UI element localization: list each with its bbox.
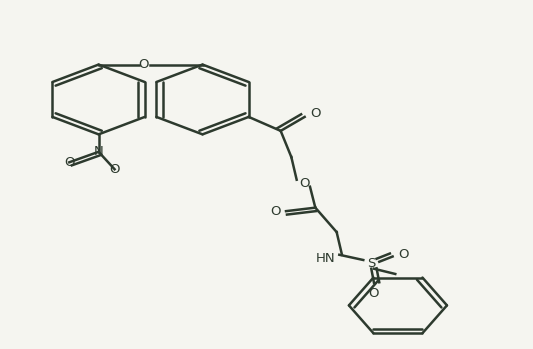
Text: N: N <box>94 145 103 158</box>
Text: HN: HN <box>316 252 336 265</box>
Text: O: O <box>369 287 379 300</box>
Text: S: S <box>367 257 375 270</box>
Text: O: O <box>64 156 75 169</box>
Text: O: O <box>270 205 280 218</box>
Text: O: O <box>139 58 149 71</box>
Text: O: O <box>109 163 120 176</box>
Text: O: O <box>398 248 408 261</box>
Text: O: O <box>300 177 310 190</box>
Text: O: O <box>310 107 320 120</box>
